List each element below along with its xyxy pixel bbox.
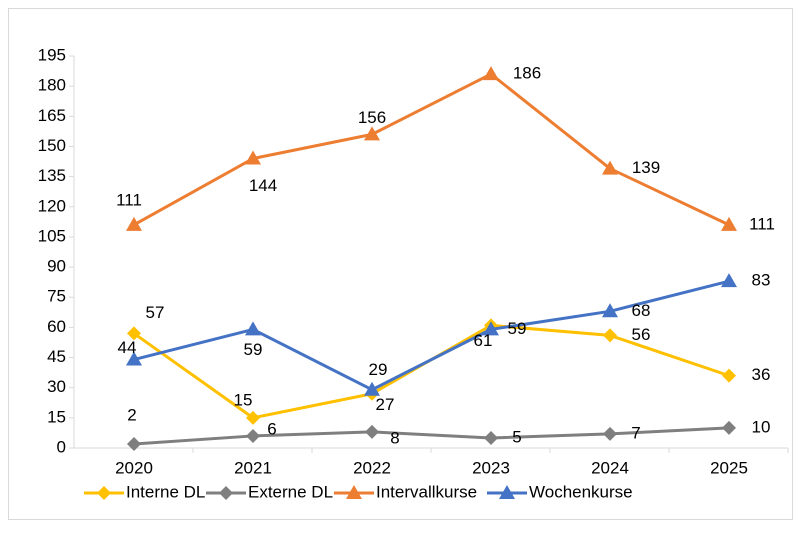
y-tick-label: 45: [47, 347, 66, 366]
marker: [721, 216, 737, 231]
data-label: 7: [631, 423, 640, 442]
marker: [364, 126, 380, 141]
series-line: [133, 72, 730, 227]
chart-border: [8, 8, 793, 520]
marker: [127, 326, 141, 341]
marker: [484, 430, 498, 445]
y-tick-label: 30: [47, 377, 66, 396]
legend-label: Intervallkurse: [376, 482, 477, 501]
data-label: 5: [512, 427, 521, 446]
marker: [127, 436, 141, 451]
x-tick-label: 2021: [234, 458, 272, 477]
marker: [722, 368, 736, 383]
marker: [97, 486, 111, 500]
marker: [365, 424, 379, 439]
marker: [346, 485, 362, 499]
marker: [364, 381, 380, 396]
legend-label: Wochenkurse: [529, 482, 633, 501]
y-tick-label: 120: [38, 196, 66, 215]
data-label: 29: [369, 360, 388, 379]
y-tick-label: 180: [38, 76, 66, 95]
y-tick-label: 60: [47, 317, 66, 336]
marker: [483, 321, 499, 336]
data-label: 156: [358, 108, 386, 127]
y-tick-label: 90: [47, 257, 66, 276]
marker: [499, 485, 515, 499]
x-tick-label: 2022: [353, 458, 391, 477]
data-label: 36: [752, 365, 771, 384]
data-label: 186: [513, 64, 541, 83]
data-label: 68: [632, 301, 651, 320]
y-tick-label: 75: [47, 287, 66, 306]
data-label: 139: [632, 158, 660, 177]
marker: [126, 351, 142, 366]
marker: [246, 410, 260, 425]
y-tick-label: 150: [38, 136, 66, 155]
marker: [483, 66, 499, 81]
data-label: 10: [752, 417, 771, 436]
marker: [126, 216, 142, 231]
marker: [603, 426, 617, 441]
marker: [602, 303, 618, 318]
series-line: [133, 279, 730, 392]
data-label: 57: [146, 303, 165, 322]
y-tick-label: 135: [38, 166, 66, 185]
data-label: 111: [749, 214, 775, 233]
data-label: 111: [116, 190, 142, 209]
marker: [722, 420, 736, 435]
y-tick-label: 105: [38, 226, 66, 245]
marker: [245, 321, 261, 336]
series-line: [133, 426, 730, 446]
legend-label: Interne DL: [126, 482, 205, 501]
data-label: 6: [267, 419, 276, 438]
y-tick-label: 0: [57, 437, 66, 456]
data-label: 44: [118, 338, 137, 357]
x-tick-label: 2024: [591, 458, 629, 477]
data-label: 27: [376, 395, 395, 414]
data-label: 2: [127, 405, 136, 424]
legend-label: Externe DL: [248, 482, 333, 501]
data-label: 8: [390, 428, 399, 447]
x-tick-label: 2025: [710, 458, 748, 477]
marker: [721, 273, 737, 288]
y-tick-label: 165: [38, 106, 66, 125]
x-tick-label: 2023: [472, 458, 510, 477]
marker: [219, 486, 233, 500]
y-tick-label: 195: [38, 45, 66, 64]
marker: [603, 328, 617, 343]
data-label: 61: [474, 331, 493, 350]
x-tick-label: 2020: [115, 458, 153, 477]
data-label: 15: [234, 390, 253, 409]
data-label: 83: [752, 271, 771, 290]
data-label: 59: [508, 319, 527, 338]
data-label: 56: [632, 325, 651, 344]
marker: [602, 160, 618, 175]
y-tick-label: 15: [47, 407, 66, 426]
data-label: 59: [244, 340, 263, 359]
data-label: 144: [249, 176, 277, 195]
marker: [245, 150, 261, 165]
marker: [246, 428, 260, 443]
